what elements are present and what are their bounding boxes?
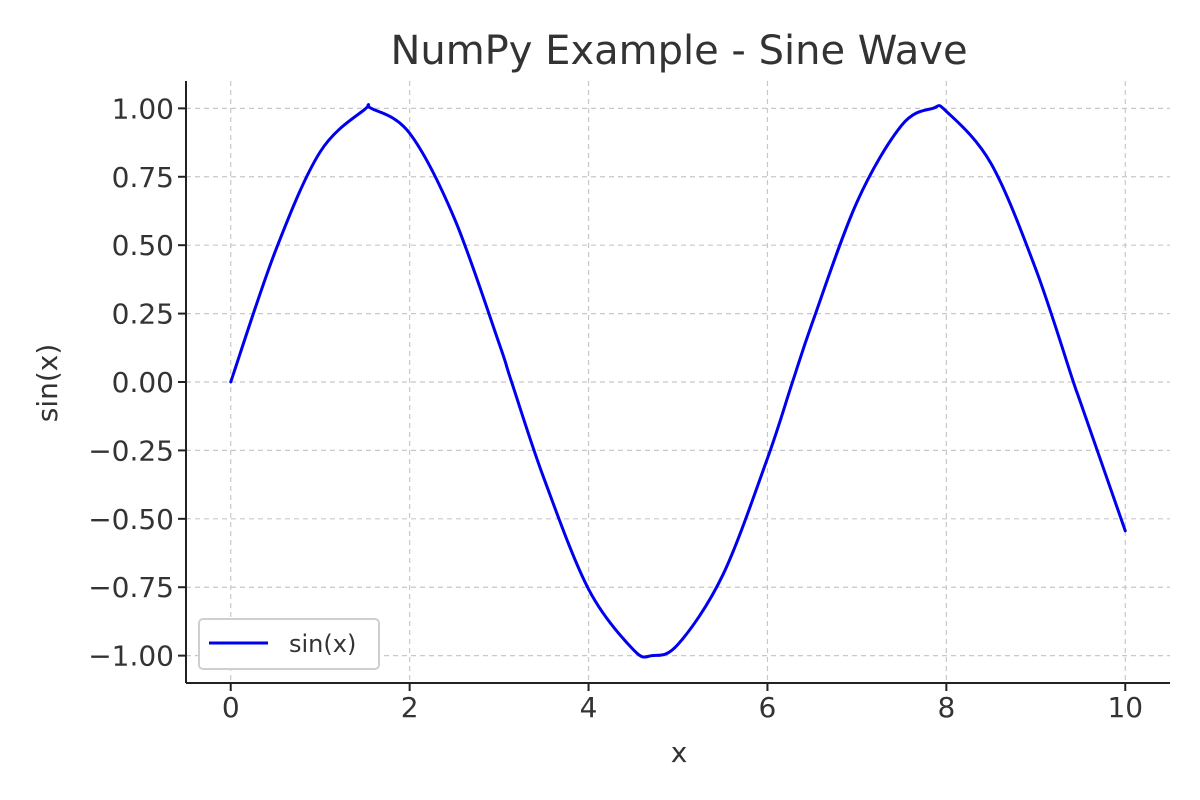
y-tick-label: −0.25 [88, 434, 174, 467]
y-tick-label: 0.00 [112, 366, 174, 399]
x-tick-label: 10 [1107, 691, 1143, 724]
x-tick-label: 0 [222, 691, 240, 724]
x-tick-label: 2 [401, 691, 419, 724]
x-axis-label: x [671, 736, 688, 769]
legend-box [198, 618, 380, 670]
series-line-sin-x [229, 103, 1127, 659]
legend: sin(x) [198, 618, 380, 670]
x-tick-label: 8 [937, 691, 955, 724]
series-layer [229, 103, 1127, 659]
x-tick-label: 6 [759, 691, 777, 724]
y-tick-label: 1.00 [112, 92, 174, 125]
x-axis-ticks: 0 2 4 6 8 10 [222, 683, 1143, 724]
chart-title: NumPy Example - Sine Wave [390, 28, 967, 74]
y-tick-label: −1.00 [88, 640, 174, 673]
y-tick-label: −0.50 [88, 503, 174, 536]
x-tick-label: 4 [580, 691, 598, 724]
y-axis-ticks: 1.00 0.75 0.50 0.25 0.00 −0.25 −0.50 −0.75 −1.00 [88, 92, 186, 673]
y-tick-label: 0.50 [112, 229, 174, 262]
legend-label: sin(x) [289, 630, 356, 658]
y-tick-label: 0.25 [112, 298, 174, 331]
y-tick-label: 0.75 [112, 161, 174, 194]
y-tick-label: −0.75 [88, 571, 174, 604]
grid [186, 81, 1170, 683]
y-axis-label: sin(x) [31, 344, 64, 423]
